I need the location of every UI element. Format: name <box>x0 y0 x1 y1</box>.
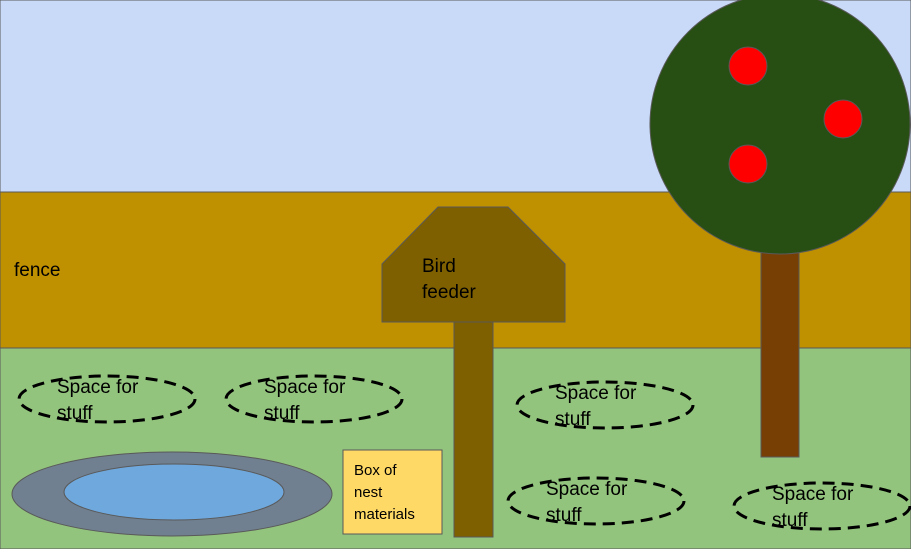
space-for-stuff-area <box>506 476 686 526</box>
space-for-stuff-area <box>732 481 911 531</box>
space-for-stuff-area <box>17 374 197 424</box>
apple <box>728 144 768 184</box>
space-for-stuff-area <box>224 374 404 424</box>
space-for-stuff-label: Space for stuff <box>546 479 628 526</box>
space-for-stuff-label: Space for stuff <box>772 484 854 531</box>
space-for-stuff-label: Space for stuff <box>57 377 139 424</box>
bird-feeder-post <box>453 321 494 538</box>
apple <box>728 46 768 86</box>
tree-trunk <box>760 237 800 458</box>
nest-materials-box <box>342 449 443 535</box>
pond-water <box>63 463 285 521</box>
space-for-stuff-label: Space for stuff <box>555 383 637 430</box>
space-for-stuff-area <box>515 380 695 430</box>
space-for-stuff-label: Space for stuff <box>264 377 346 424</box>
apple <box>823 99 863 139</box>
bird-feeder-label: Bird feeder <box>422 256 476 303</box>
bird-feeder-roof <box>381 206 566 323</box>
nest-box-label: Box of nest materials <box>354 462 415 523</box>
tree-canopy <box>649 0 911 255</box>
fence-label: fence <box>14 260 61 281</box>
